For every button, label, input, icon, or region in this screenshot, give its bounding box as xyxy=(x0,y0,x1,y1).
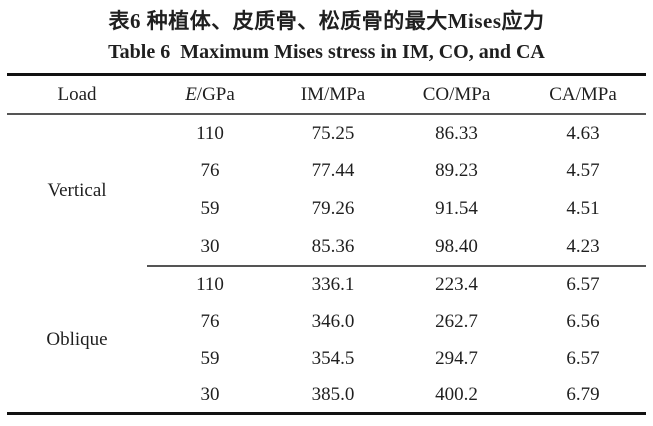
table-row: Vertical 110 75.25 86.33 4.63 xyxy=(7,114,646,200)
table-row: 76 346.0 262.7 6.56 xyxy=(7,303,646,340)
co-mpa-value: 86.33 xyxy=(435,122,478,144)
table-row: 76 77.44 89.23 4.57 xyxy=(7,152,646,190)
column-header-load-label: Load xyxy=(57,84,97,105)
table-caption-en: Table 6 Maximum Mises stress in IM, CO, … xyxy=(108,41,545,64)
table-row: 59 79.26 91.54 4.51 xyxy=(7,190,646,228)
im-mpa-value: 79.26 xyxy=(311,198,355,220)
e-gpa-value: 110 xyxy=(196,122,224,144)
im-mpa-value: 77.44 xyxy=(311,160,355,182)
oblique-load-group: Oblique 110 336.1 223.4 6.57 76 346.0 26… xyxy=(7,266,646,414)
table-row: 59 354.5 294.7 6.57 xyxy=(7,340,646,377)
ca-mpa-value: 6.79 xyxy=(566,384,600,405)
table-row: 30 385.0 400.2 6.79 xyxy=(7,377,646,414)
ca-mpa-value: 4.57 xyxy=(566,160,600,182)
co-mpa-value: 89.23 xyxy=(435,160,478,182)
co-mpa-value: 98.40 xyxy=(393,227,520,267)
im-mpa-value: 354.5 xyxy=(311,347,355,369)
ca-mpa-value: 4.23 xyxy=(520,227,646,267)
table-caption-zh: 表6 种植体、皮质骨、松质骨的最大Mises应力 xyxy=(108,9,545,33)
ca-mpa-value: 4.63 xyxy=(566,122,600,144)
e-gpa-value: 30 xyxy=(147,227,273,267)
im-mpa-value: 385.0 xyxy=(311,384,355,405)
co-mpa-value: 223.4 xyxy=(435,274,478,296)
column-header-co-mpa: CO/MPa xyxy=(393,74,520,115)
load-label-vertical: Vertical xyxy=(47,179,107,201)
column-header-im-label: IM/MPa xyxy=(300,84,366,105)
e-gpa-value: 30 xyxy=(200,384,220,405)
column-header-ca-label: CA/MPa xyxy=(549,84,617,105)
column-header-e-gpa: E/GPa xyxy=(147,74,273,115)
table-row: Oblique 110 336.1 223.4 6.57 xyxy=(7,266,646,348)
im-mpa-value: 346.0 xyxy=(311,310,355,332)
column-header-im-mpa: IM/MPa xyxy=(273,74,393,115)
e-gpa-value: 76 xyxy=(200,160,220,182)
ca-mpa-value: 6.56 xyxy=(566,310,600,332)
load-label-oblique: Oblique xyxy=(46,328,108,350)
e-gpa-value: 59 xyxy=(200,198,220,220)
column-header-load: Load xyxy=(7,74,147,115)
e-unit-label: /GPa xyxy=(196,84,235,105)
co-mpa-value: 294.7 xyxy=(435,347,478,369)
mises-stress-table: Load E/GPa IM/MPa CO/MPa CA/MPa Vertical xyxy=(7,73,646,416)
column-header-ca-mpa: CA/MPa xyxy=(520,74,646,115)
im-mpa-value: 336.1 xyxy=(311,274,355,296)
table-row: 30 85.36 98.40 4.23 xyxy=(7,227,646,267)
column-header-co-label: CO/MPa xyxy=(422,84,491,105)
e-gpa-value: 76 xyxy=(200,310,220,332)
ca-mpa-value: 6.57 xyxy=(566,274,600,296)
co-mpa-value: 91.54 xyxy=(435,198,478,220)
vertical-load-group: Vertical 110 75.25 86.33 4.63 76 77.44 8… xyxy=(7,114,646,267)
e-gpa-value: 59 xyxy=(200,347,220,369)
ca-mpa-value: 6.57 xyxy=(566,347,600,369)
e-gpa-value: 110 xyxy=(196,274,224,296)
im-mpa-value: 75.25 xyxy=(311,122,355,144)
im-mpa-value: 85.36 xyxy=(273,227,393,267)
co-mpa-value: 400.2 xyxy=(435,384,478,405)
ca-mpa-value: 4.51 xyxy=(566,198,600,220)
table-header-row: Load E/GPa IM/MPa CO/MPa CA/MPa xyxy=(7,74,646,115)
co-mpa-value: 262.7 xyxy=(435,310,478,332)
e-symbol-label: E xyxy=(185,84,197,105)
